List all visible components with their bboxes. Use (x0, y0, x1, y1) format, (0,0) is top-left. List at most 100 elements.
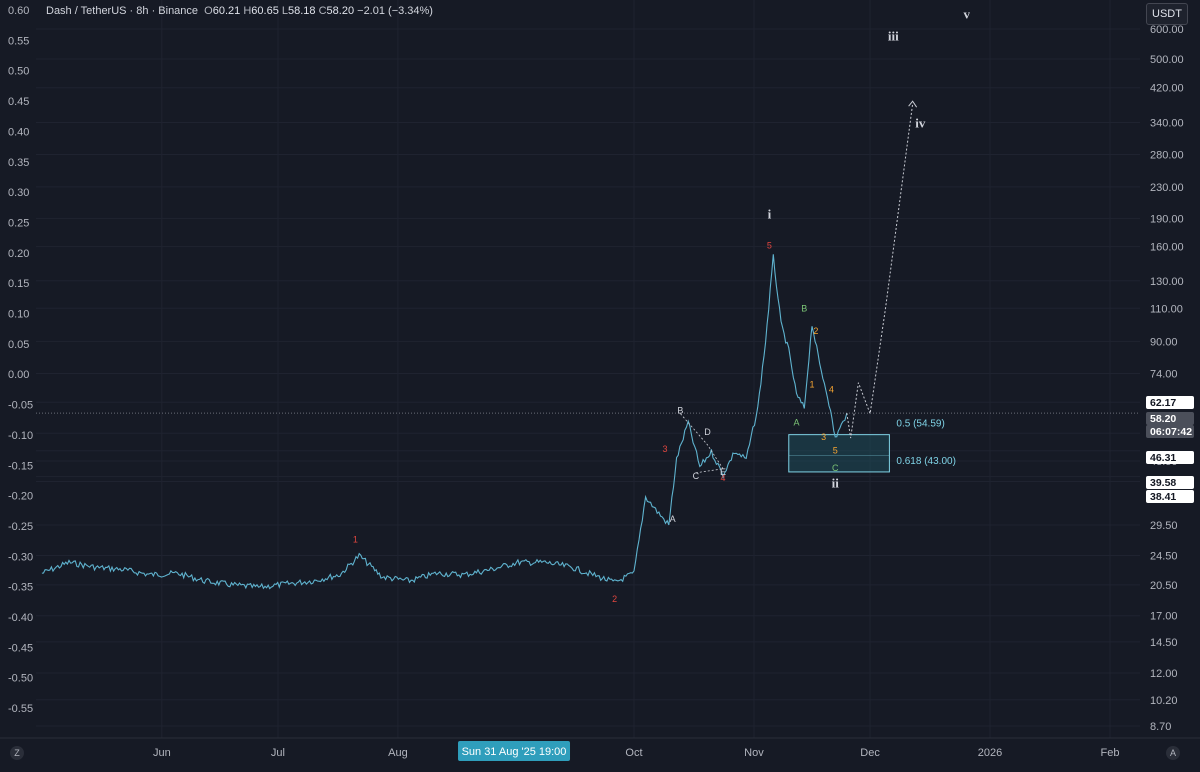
currency-button[interactable]: USDT (1146, 3, 1188, 25)
pattern-line (695, 468, 724, 474)
forecast-path (846, 104, 914, 439)
left-axis-tick: -0.40 (8, 612, 33, 624)
right-axis-tick: 12.00 (1150, 668, 1178, 680)
right-axis-tick: 74.00 (1150, 369, 1178, 381)
wave-label: 1 (809, 379, 814, 389)
x-axis-tick: Jul (271, 747, 285, 759)
left-axis-tick: 0.05 (8, 339, 29, 351)
left-axis-tick: 0.35 (8, 157, 29, 169)
x-axis-tick: Feb (1101, 747, 1120, 759)
price-badge: 46.31 (1150, 452, 1176, 464)
left-axis-tick: 0.10 (8, 309, 29, 321)
price-badge-bg (1146, 451, 1194, 464)
right-axis-tick: 160.00 (1150, 242, 1184, 254)
wave-label: 4 (720, 473, 725, 483)
x-axis-tick: Oct (625, 747, 642, 759)
wave-label: 5 (767, 241, 772, 251)
left-axis-tick: 0.40 (8, 126, 29, 138)
wave-label: A (794, 417, 800, 427)
left-axis-tick: 0.20 (8, 248, 29, 260)
wave-label: A (670, 514, 676, 524)
open-value: 60.21 (212, 5, 241, 17)
right-axis-tick: 17.00 (1150, 611, 1178, 623)
right-axis-tick: 500.00 (1150, 54, 1184, 66)
fib-label: 0.618 (43.00) (896, 456, 956, 467)
wave-label: 5 (833, 446, 838, 456)
price-badge-bg (1146, 425, 1194, 438)
left-axis-tick: -0.05 (8, 400, 33, 412)
price-badge-bg (1146, 490, 1194, 503)
price-badge: 39.58 (1150, 477, 1176, 489)
price-badge: 58.20 (1150, 413, 1176, 425)
symbol-header: Dash / TetherUS · 8h · Binance O60.21 H6… (46, 5, 433, 17)
pattern-line (680, 413, 724, 469)
wave-label: E (720, 467, 726, 477)
right-axis-tick: 90.00 (1150, 336, 1178, 348)
x-axis-tick: Dec (860, 747, 880, 759)
low-value: 58.18 (288, 5, 316, 17)
wave-label: ii (832, 476, 840, 491)
right-axis-tick: 10.20 (1150, 695, 1178, 707)
wave-label: iii (888, 28, 899, 43)
right-axis-tick: 280.00 (1150, 149, 1184, 161)
wave-label: 2 (813, 326, 818, 336)
close-label: C (318, 5, 327, 17)
right-axis-tick: 130.00 (1150, 276, 1184, 288)
left-axis-tick: -0.30 (8, 551, 33, 563)
left-axis-tick: -0.25 (8, 521, 33, 533)
right-axis-tick: 420.00 (1150, 83, 1184, 95)
price-badge: 38.41 (1150, 491, 1176, 503)
x-axis-tick: 2026 (978, 747, 1002, 759)
right-axis-tick: 14.50 (1150, 637, 1178, 649)
wave-label: D (704, 427, 711, 437)
change-value: −2.01 (−3.34%) (357, 5, 433, 17)
right-axis-tick: 190.00 (1150, 213, 1184, 225)
price-badge: 62.17 (1150, 397, 1176, 409)
wave-label: 1 (353, 535, 358, 545)
wave-label: B (677, 406, 683, 416)
fib-zone (788, 434, 890, 473)
left-axis-tick: 0.60 (8, 5, 29, 17)
symbol-title: Dash / TetherUS · 8h · Binance (46, 5, 199, 17)
left-axis-tick: 0.55 (8, 35, 29, 47)
right-axis-tick: 230.00 (1150, 182, 1184, 194)
x-axis-tick: Jun (153, 747, 171, 759)
left-axis-tick: -0.50 (8, 673, 33, 685)
high-value: 60.65 (251, 5, 279, 17)
right-axis-tick: 24.50 (1150, 551, 1178, 563)
right-axis-tick: 110.00 (1150, 303, 1183, 315)
left-axis-tick: 0.00 (8, 369, 29, 381)
left-axis-tick: 0.15 (8, 278, 29, 290)
left-axis-tick: 0.30 (8, 187, 29, 199)
wave-label: 3 (662, 444, 667, 454)
right-axis-tick: 340.00 (1150, 118, 1184, 130)
price-series-line (41, 254, 848, 590)
fib-label: 0.5 (54.59) (896, 419, 944, 430)
wave-label: B (801, 303, 807, 313)
right-axis-tick: 29.50 (1150, 520, 1178, 532)
left-axis-tick: -0.15 (8, 460, 33, 472)
x-axis-tick: Nov (744, 747, 764, 759)
open-label: O (204, 5, 213, 17)
wave-label: 2 (612, 594, 617, 604)
price-badge-bg (1146, 476, 1194, 489)
crosshair-time-tag-bg (458, 741, 571, 761)
price-badge-bg (1146, 412, 1194, 425)
price-badge: 06:07:42 (1150, 426, 1192, 438)
wave-label: v (964, 6, 971, 21)
wave-label: 4 (829, 384, 834, 394)
close-value: 58.20 (326, 5, 355, 17)
left-axis-tick: 0.25 (8, 217, 29, 229)
auto-scale-icon[interactable]: A (1166, 746, 1180, 760)
wave-label: C (693, 471, 700, 481)
left-axis-tick: -0.35 (8, 582, 33, 594)
crosshair-time-tag: Sun 31 Aug '25 19:00 (462, 746, 567, 758)
price-badge-bg (1146, 396, 1194, 409)
left-axis-tick: 0.45 (8, 96, 29, 108)
right-axis-tick: 600.00 (1150, 24, 1184, 36)
left-axis-tick: -0.10 (8, 430, 33, 442)
zoom-icon[interactable]: Z (10, 746, 24, 760)
wave-label: 3 (821, 432, 826, 442)
forecast-arrowhead (908, 100, 918, 108)
